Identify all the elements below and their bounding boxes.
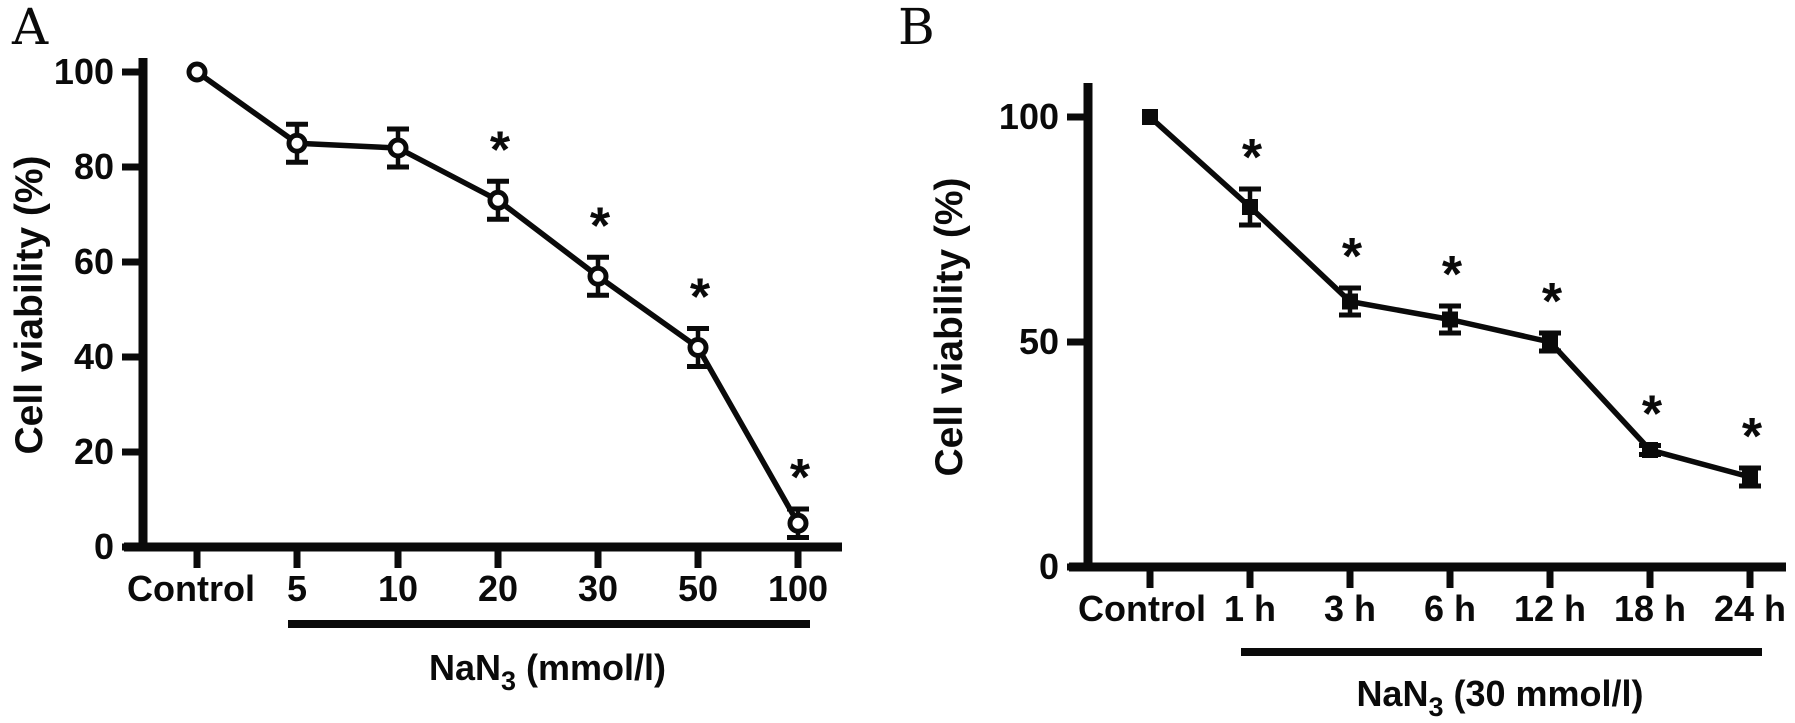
x-tick-label: 30: [578, 568, 618, 609]
y-tick-label: 80: [74, 146, 114, 187]
y-tick-label: 60: [74, 241, 114, 282]
significance-asterisk: *: [1242, 129, 1263, 187]
significance-asterisk: *: [690, 269, 711, 327]
significance-asterisk: *: [490, 121, 511, 179]
treatment-label-rest: (30 mmol/l): [1444, 673, 1644, 714]
treatment-label-main: NaN: [1356, 673, 1428, 714]
significance-asterisk: *: [1442, 246, 1463, 304]
y-tick-label: 100: [54, 51, 114, 92]
y-tick-label: 0: [94, 526, 114, 567]
treatment-label: NaN3 (mmol/l): [429, 647, 666, 696]
significance-asterisk: *: [1742, 408, 1763, 466]
treatment-span-bar: [288, 620, 810, 628]
data-point-marker: [787, 512, 809, 534]
data-point-marker: [1442, 311, 1458, 328]
y-tick-label: 0: [1039, 546, 1059, 587]
significance-asterisk: *: [1642, 386, 1663, 444]
panel-a-letter: A: [12, 0, 49, 56]
data-point-marker: [186, 61, 208, 83]
x-tick-label: 50: [678, 568, 718, 609]
y-tick-label: 20: [74, 431, 114, 472]
treatment-label-subscript: 3: [501, 666, 516, 696]
data-point-marker: [1542, 334, 1558, 350]
y-axis-title: Cell viability (%): [928, 177, 971, 476]
x-tick-label: 100: [768, 568, 828, 609]
x-tick-label: 20: [478, 568, 518, 609]
x-tick-label: 18 h: [1614, 588, 1686, 629]
data-point-marker: [587, 265, 609, 287]
y-tick-label: 50: [1019, 321, 1059, 362]
data-point-marker: [387, 137, 409, 159]
data-point-marker: [1142, 109, 1158, 125]
treatment-label-main: NaN: [429, 647, 501, 688]
treatment-span-bar: [1241, 648, 1762, 656]
significance-asterisk: *: [790, 449, 811, 507]
x-tick-label: Control: [1078, 588, 1206, 629]
x-tick-label: 3 h: [1324, 588, 1376, 629]
y-tick-label: 40: [74, 336, 114, 377]
treatment-label-subscript: 3: [1428, 692, 1443, 722]
y-axis-title: Cell viability (%): [8, 155, 51, 454]
x-tick-label: 1 h: [1224, 588, 1276, 629]
y-tick-label: 100: [999, 96, 1059, 137]
data-point-marker: [687, 337, 709, 358]
treatment-label: NaN3 (30 mmol/l): [1356, 673, 1643, 722]
data-point-marker: [1342, 293, 1358, 310]
significance-asterisk: *: [1542, 273, 1563, 331]
x-tick-label: 24 h: [1714, 588, 1786, 629]
panel-a-chart: 0 20 40 60 80 100 Control 5 10 20 30 50 100 * * * * Cell …: [8, 51, 842, 696]
panel-b-chart: 0 50 100 Control 1 h 3 h 6 h 12 h 18 h 24 h * * * * * *…: [928, 83, 1786, 722]
data-point-marker: [286, 132, 308, 154]
data-point-marker: [1642, 442, 1658, 458]
x-tick-label: 10: [378, 568, 418, 609]
x-tick-label: 5: [287, 568, 307, 609]
x-tick-label: 12 h: [1514, 588, 1586, 629]
significance-asterisk: *: [590, 197, 611, 255]
x-tick-label: Control: [127, 568, 255, 609]
data-point-marker: [487, 189, 509, 211]
panel-b-letter: B: [898, 0, 935, 56]
x-tick-label: 6 h: [1424, 588, 1476, 629]
significance-asterisk: *: [1342, 228, 1363, 286]
data-point-marker: [1742, 469, 1758, 485]
data-point-marker: [1242, 199, 1258, 215]
treatment-label-rest: (mmol/l): [516, 647, 666, 688]
